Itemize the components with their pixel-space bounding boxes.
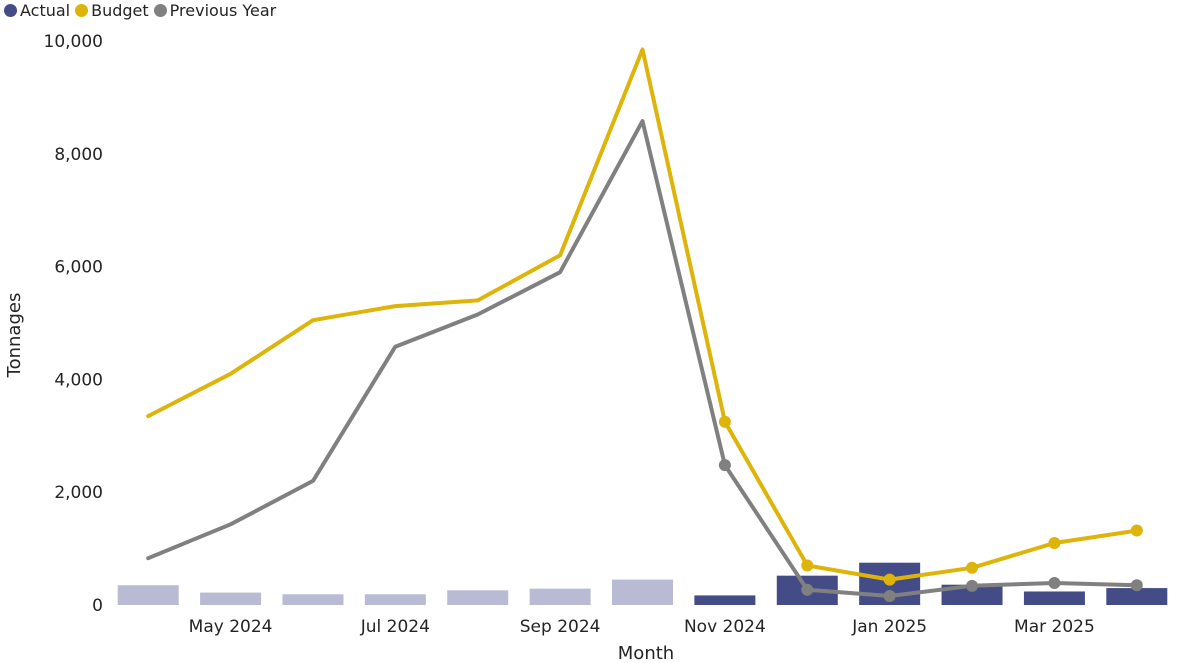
legend-dot-previous-year-icon [153,3,167,17]
bar-actual [1023,591,1085,605]
y-tick-label: 2,000 [54,483,103,503]
legend: Actual Budget Previous Year [4,0,281,20]
legend-label-previous-year: Previous Year [169,0,277,20]
y-axis-title: Tonnages [4,293,25,379]
bar-actual [529,588,591,605]
marker-budget [1048,536,1061,549]
y-tick-label: 6,000 [54,258,103,278]
bar-actual [694,595,756,605]
line-series [146,47,1139,598]
bar-actual [1106,588,1168,605]
x-axis: May 2024 Jul 2024 Sep 2024 Nov 2024 Jan 2025… [189,617,1095,637]
x-tick-label: May 2024 [189,617,273,637]
marker-previous-year [801,583,814,596]
marker-budget [883,573,896,586]
y-tick-label: 10,000 [44,32,103,52]
actual-bars [117,562,1168,605]
marker-previous-year [1048,577,1061,590]
x-tick-label: Jan 2025 [851,617,927,637]
marker-previous-year [1130,579,1143,592]
x-tick-label: Mar 2025 [1014,617,1095,637]
marker-budget [801,559,814,572]
x-tick-label: Nov 2024 [684,617,766,637]
x-tick-label: Sep 2024 [520,617,601,637]
legend-item-budget[interactable]: Budget [75,1,149,20]
marker-budget [966,561,979,574]
bar-actual [941,584,1003,605]
bar-actual [612,579,673,605]
marker-previous-year [718,459,731,472]
legend-dot-actual-icon [4,3,17,17]
marker-budget [1130,524,1143,537]
bar-actual [447,590,509,605]
bar-actual [282,594,344,605]
bar-actual [364,594,426,605]
line-markers [718,415,1143,602]
y-tick-label: 8,000 [54,145,103,165]
x-axis-title: Month [618,643,674,663]
marker-previous-year [966,579,979,592]
bar-actual [200,592,262,605]
y-tick-label: 0 [92,596,103,616]
bar-actual [117,585,179,605]
marker-previous-year [883,589,896,602]
line-previous-year [146,119,1139,598]
x-tick-label: Jul 2024 [360,617,430,637]
y-axis: 0 2,000 4,000 6,000 8,000 10,000 [44,32,103,616]
legend-item-actual[interactable]: Actual [4,1,70,20]
y-tick-label: 4,000 [54,370,103,390]
legend-label-budget: Budget [91,0,149,20]
legend-item-previous-year[interactable]: Previous Year [153,0,277,20]
legend-dot-budget-icon [75,3,89,17]
marker-budget [718,415,731,428]
legend-label-actual: Actual [20,0,71,20]
